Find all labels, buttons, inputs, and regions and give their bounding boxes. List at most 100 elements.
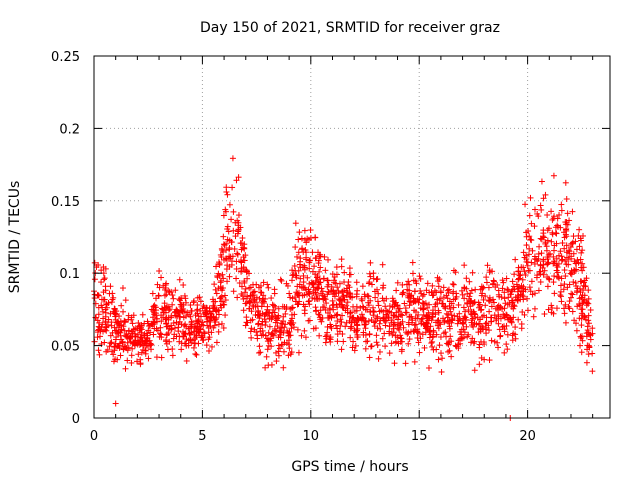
data-point xyxy=(208,343,215,350)
data-point xyxy=(521,311,528,318)
data-point xyxy=(477,286,484,293)
data-point xyxy=(268,343,275,350)
data-point xyxy=(520,264,527,271)
data-point xyxy=(563,225,570,232)
data-point xyxy=(436,276,443,283)
data-point xyxy=(160,282,167,289)
data-point xyxy=(256,295,263,302)
data-point xyxy=(235,228,242,235)
data-point xyxy=(334,304,341,311)
data-point xyxy=(301,262,308,269)
data-point xyxy=(471,320,478,327)
data-point xyxy=(475,329,482,336)
data-point xyxy=(147,322,154,329)
data-point xyxy=(96,319,103,326)
data-point xyxy=(429,292,436,299)
data-point xyxy=(240,307,247,314)
data-point xyxy=(569,308,576,315)
data-point xyxy=(544,283,551,290)
data-point xyxy=(257,349,264,356)
data-point xyxy=(247,292,254,299)
data-point xyxy=(170,335,177,342)
data-point xyxy=(417,275,424,282)
data-point xyxy=(183,323,190,330)
data-point xyxy=(367,273,374,280)
data-point xyxy=(475,321,482,328)
data-point xyxy=(197,298,204,305)
data-point xyxy=(162,338,169,345)
data-point xyxy=(427,323,434,330)
data-point xyxy=(280,348,287,355)
data-point xyxy=(274,323,281,330)
data-point xyxy=(297,258,304,265)
data-point xyxy=(326,305,333,312)
data-point xyxy=(394,316,401,323)
data-point xyxy=(400,324,407,331)
data-point xyxy=(558,253,565,260)
data-point xyxy=(446,338,453,345)
data-point xyxy=(268,295,275,302)
data-point xyxy=(281,324,288,331)
data-point xyxy=(426,301,433,308)
data-point xyxy=(306,257,313,264)
data-point xyxy=(161,304,168,311)
data-point xyxy=(197,326,204,333)
data-point xyxy=(578,349,585,356)
data-point xyxy=(531,206,538,213)
data-point xyxy=(238,268,245,275)
data-point xyxy=(296,229,303,236)
data-point xyxy=(94,329,101,336)
data-point xyxy=(100,328,107,335)
data-point xyxy=(509,299,516,306)
data-point xyxy=(479,323,486,330)
data-point xyxy=(165,330,172,337)
x-axis-label: GPS time / hours xyxy=(291,459,408,475)
data-point xyxy=(321,253,328,260)
data-point xyxy=(223,184,230,191)
data-point xyxy=(485,284,492,291)
data-point xyxy=(306,298,313,305)
data-point xyxy=(149,314,156,321)
data-point xyxy=(336,328,343,335)
data-point xyxy=(230,208,237,215)
data-point xyxy=(379,335,386,342)
data-point xyxy=(282,310,289,317)
data-point xyxy=(549,305,556,312)
data-point xyxy=(454,320,461,327)
data-point xyxy=(309,249,316,256)
data-point xyxy=(234,294,241,301)
data-point xyxy=(523,233,530,240)
data-point xyxy=(538,250,545,257)
data-point xyxy=(511,271,518,278)
data-point xyxy=(490,296,497,303)
data-point xyxy=(506,300,513,307)
data-point xyxy=(292,244,299,251)
data-point xyxy=(288,305,295,312)
data-point xyxy=(535,287,542,294)
data-point xyxy=(501,305,508,312)
data-point xyxy=(182,295,189,302)
data-point xyxy=(216,311,223,318)
data-point xyxy=(405,340,412,347)
data-point xyxy=(344,299,351,306)
data-point xyxy=(112,356,119,363)
data-point xyxy=(135,320,142,327)
data-point xyxy=(421,344,428,351)
data-point xyxy=(542,240,549,247)
data-point xyxy=(555,252,562,259)
data-point xyxy=(156,284,163,291)
data-point xyxy=(431,287,438,294)
data-point xyxy=(190,328,197,335)
data-point xyxy=(305,298,312,305)
data-point xyxy=(312,255,319,262)
data-point xyxy=(469,269,476,276)
data-point xyxy=(277,329,284,336)
data-point xyxy=(358,317,365,324)
data-point xyxy=(578,322,585,329)
data-point xyxy=(124,339,131,346)
data-point xyxy=(225,255,232,262)
data-point xyxy=(554,269,561,276)
data-point xyxy=(582,316,589,323)
data-point xyxy=(166,325,173,332)
data-point xyxy=(453,293,460,300)
